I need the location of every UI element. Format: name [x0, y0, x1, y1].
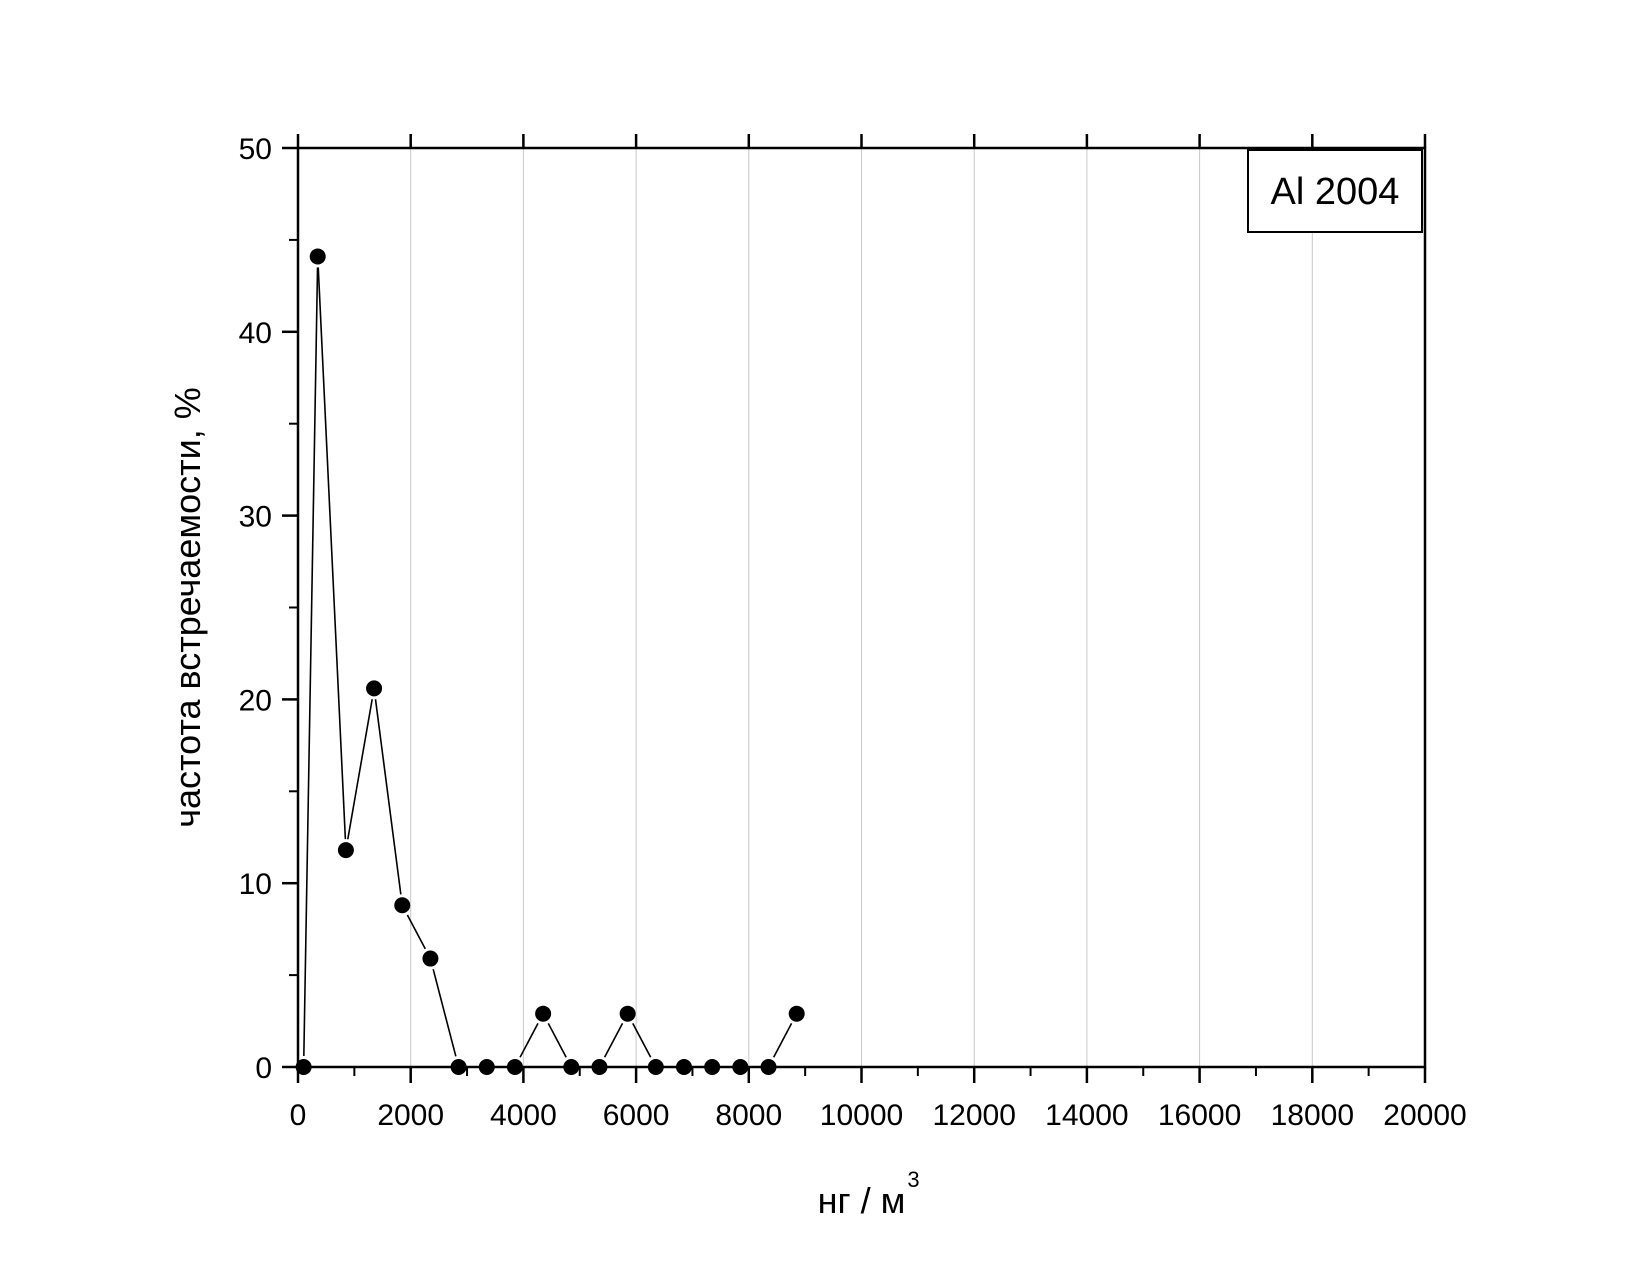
grid-lines	[410, 148, 1313, 1067]
x-tick-label: 6000	[603, 1099, 670, 1132]
x-tick-label: 20000	[1383, 1099, 1466, 1132]
data-point	[788, 1005, 805, 1022]
data-point	[422, 950, 439, 967]
x-tick-label: 8000	[715, 1099, 782, 1132]
data-point	[535, 1005, 552, 1022]
legend-box	[1247, 149, 1423, 233]
y-axis-label: частота встречаемости, %	[167, 387, 208, 827]
y-tick-label: 0	[255, 1052, 272, 1085]
axis-ticks	[282, 134, 1427, 1083]
legend: Al 2004	[1247, 149, 1423, 233]
series-line-segment	[406, 914, 426, 950]
series-line-segment	[346, 699, 373, 840]
x-tick-label: 12000	[932, 1099, 1015, 1132]
tick-labels: 0 2000 4000 6000 8000 10000 12000 14000 16000 180…	[239, 133, 1467, 1132]
y-tick-label: 40	[239, 317, 272, 350]
x-axis-title: нг / м 3	[818, 1167, 920, 1221]
y-tick-label: 20	[239, 684, 272, 717]
y-tick-label: 10	[239, 868, 272, 901]
series-line-segment	[317, 267, 347, 840]
x-axis-label-superscript: 3	[907, 1167, 919, 1192]
y-tick-label: 50	[239, 133, 272, 166]
series-line-segment	[303, 267, 319, 1057]
x-axis-label: нг / м	[818, 1180, 906, 1221]
data-point	[366, 680, 383, 697]
data-point	[619, 1005, 636, 1022]
series-line-segment	[772, 1023, 793, 1058]
data-point	[309, 248, 326, 265]
series-line-segment	[603, 1023, 624, 1058]
legend-label: Al 2004	[1271, 171, 1400, 213]
series-line-segment	[519, 1023, 539, 1058]
series-layer	[295, 248, 805, 1075]
y-tick-label: 30	[239, 501, 272, 534]
x-tick-label: 4000	[490, 1099, 557, 1132]
data-point	[394, 897, 411, 914]
series-line-segment	[632, 1023, 652, 1058]
x-tick-label: 10000	[820, 1099, 903, 1132]
series-line-segment	[547, 1023, 567, 1058]
x-tick-label: 18000	[1271, 1099, 1354, 1132]
series-line-segment	[432, 969, 457, 1057]
x-tick-label: 2000	[377, 1099, 444, 1132]
data-point	[337, 842, 354, 859]
series-line-segment	[374, 699, 402, 895]
x-tick-label: 14000	[1045, 1099, 1128, 1132]
x-tick-label: 0	[290, 1099, 307, 1132]
x-tick-label: 16000	[1158, 1099, 1241, 1132]
